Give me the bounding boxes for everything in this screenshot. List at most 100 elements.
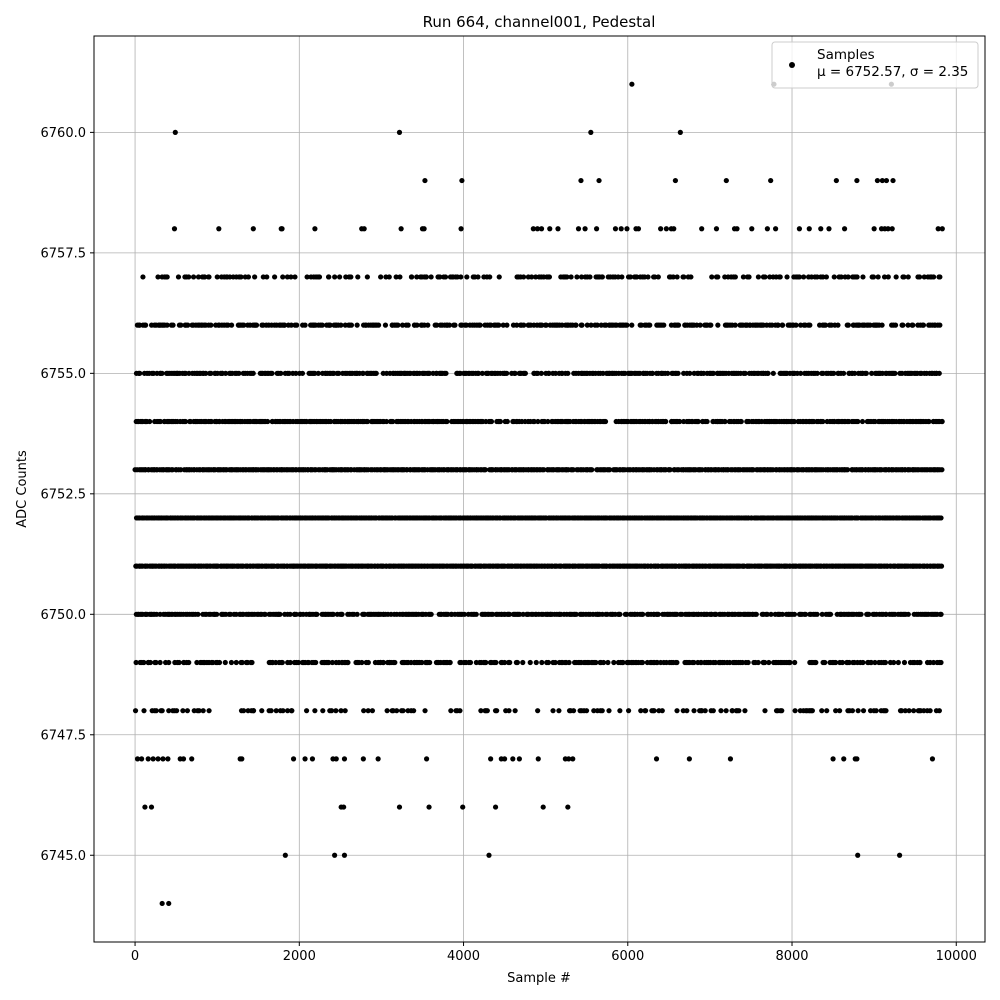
data-point — [394, 708, 400, 714]
data-point — [749, 226, 755, 232]
data-point — [166, 659, 172, 666]
data-point — [294, 322, 300, 328]
data-point — [282, 852, 288, 858]
data-point — [568, 274, 574, 280]
data-point — [178, 322, 184, 328]
x-tick-label: 2000 — [283, 949, 316, 964]
data-point — [273, 708, 279, 714]
data-point — [233, 659, 239, 666]
data-point — [593, 226, 600, 232]
data-point — [145, 756, 151, 762]
data-point — [164, 322, 170, 328]
data-point — [814, 274, 820, 280]
data-point — [643, 708, 649, 714]
data-point — [764, 611, 770, 617]
data-point — [566, 659, 572, 666]
data-point — [461, 611, 468, 617]
data-point — [655, 274, 661, 280]
data-point — [320, 708, 326, 714]
data-point — [411, 708, 417, 714]
data-point — [428, 611, 434, 617]
data-point — [879, 177, 885, 184]
data-point — [594, 322, 600, 328]
data-point — [488, 756, 494, 762]
legend-series-name: Samples — [817, 47, 875, 63]
data-point — [423, 274, 429, 280]
data-point — [223, 370, 229, 376]
data-point — [206, 708, 212, 714]
data-point — [893, 274, 899, 280]
data-point — [239, 756, 245, 762]
data-point — [578, 274, 585, 280]
x-tick-label: 0 — [131, 949, 139, 964]
data-point — [185, 322, 191, 328]
data-point — [348, 274, 354, 280]
data-point — [268, 708, 274, 714]
data-point — [575, 226, 582, 232]
data-point — [858, 611, 864, 617]
data-point — [423, 756, 430, 762]
data-point — [600, 659, 607, 666]
data-point — [565, 370, 571, 376]
data-point — [378, 274, 384, 280]
data-point — [269, 370, 275, 376]
data-point — [147, 659, 154, 666]
data-point — [863, 370, 869, 376]
data-point — [589, 467, 595, 473]
data-point — [742, 708, 748, 714]
data-point — [157, 418, 164, 425]
data-point — [852, 370, 858, 376]
data-point — [931, 274, 937, 280]
data-point — [710, 708, 716, 714]
data-point — [361, 708, 367, 714]
data-point — [452, 322, 458, 328]
data-point — [611, 659, 617, 666]
data-point — [315, 370, 321, 376]
data-point — [892, 370, 898, 376]
data-point — [501, 756, 508, 762]
data-point — [902, 708, 908, 714]
data-point — [573, 611, 579, 617]
data-point — [208, 322, 214, 328]
data-point — [153, 708, 159, 714]
data-point — [779, 322, 786, 328]
data-point — [160, 756, 166, 762]
data-point — [398, 226, 404, 232]
data-point — [618, 226, 624, 232]
data-point — [538, 226, 545, 232]
data-point — [279, 226, 285, 232]
data-point — [552, 370, 559, 376]
data-point — [823, 274, 830, 280]
data-point — [658, 226, 664, 232]
data-point — [365, 659, 371, 666]
data-point — [901, 274, 907, 280]
data-point — [663, 418, 669, 425]
data-point — [647, 322, 653, 328]
data-point — [159, 708, 165, 714]
data-point — [854, 274, 860, 280]
data-point — [709, 274, 715, 280]
data-point — [359, 659, 365, 666]
data-point — [906, 708, 912, 714]
data-point — [195, 611, 201, 617]
data-point — [339, 611, 345, 617]
data-point — [723, 708, 729, 714]
data-point — [383, 418, 390, 425]
data-point — [259, 708, 265, 714]
data-point — [484, 708, 490, 714]
data-point — [338, 322, 344, 328]
data-point — [695, 418, 701, 425]
data-point — [504, 370, 510, 376]
y-tick-label: 6760.0 — [41, 126, 87, 141]
data-point — [745, 659, 751, 666]
data-point — [312, 370, 318, 376]
data-point — [530, 226, 536, 232]
data-point — [688, 274, 694, 280]
data-point — [312, 226, 318, 232]
data-point — [482, 467, 488, 473]
data-point — [241, 708, 247, 714]
data-point — [426, 804, 432, 810]
data-point — [600, 370, 606, 376]
x-axis-label: Sample # — [507, 971, 571, 986]
data-point — [342, 708, 348, 714]
